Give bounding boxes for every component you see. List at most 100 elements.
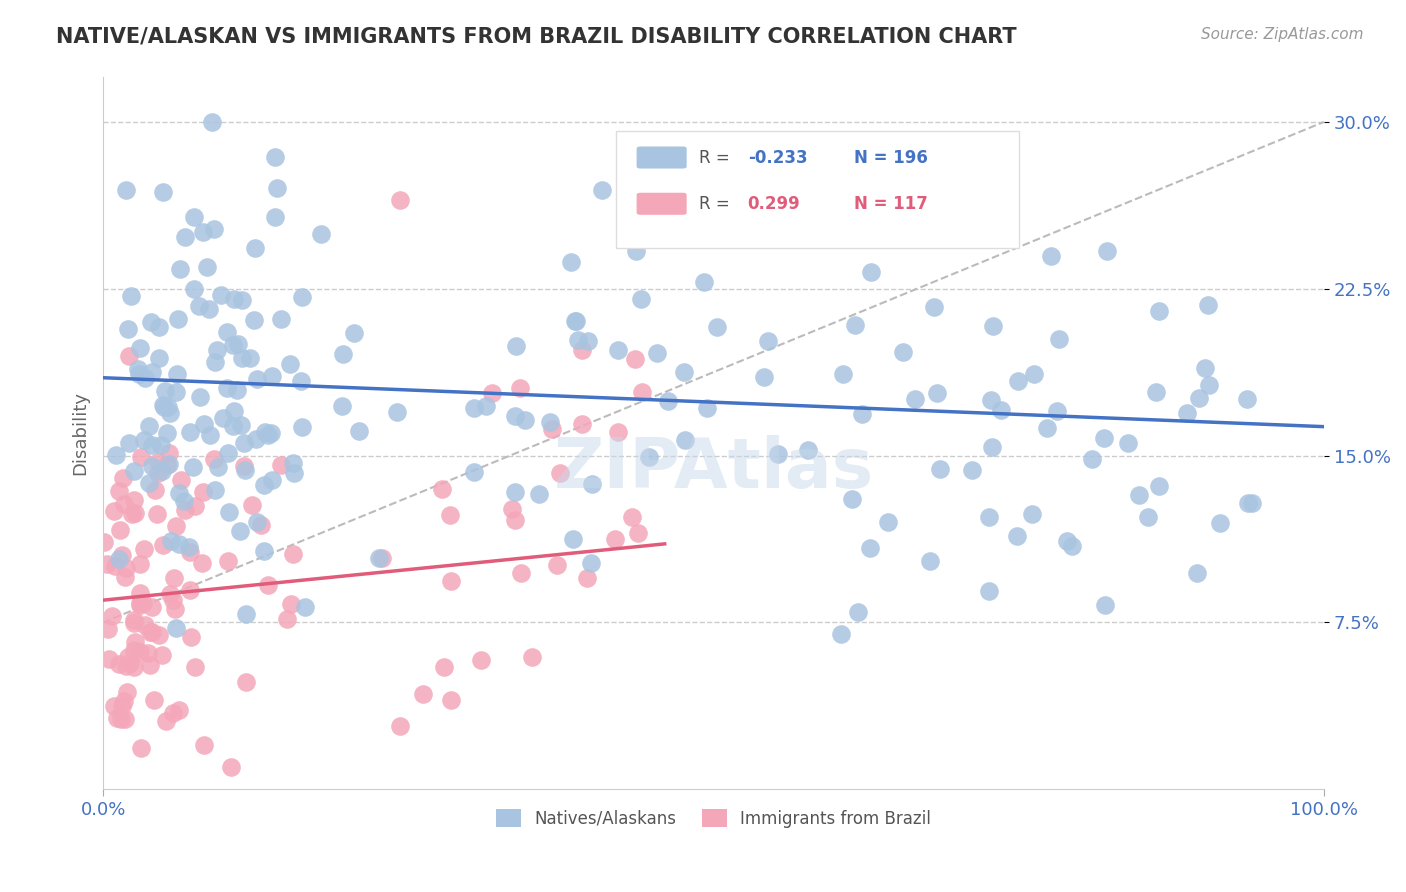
Point — [242, 313, 264, 327]
Point — [696, 401, 718, 415]
Text: R =: R = — [699, 195, 740, 213]
Point — [235, 607, 257, 621]
Point — [162, 706, 184, 720]
Point — [503, 485, 526, 500]
Point — [990, 403, 1012, 417]
Point — [1056, 533, 1078, 548]
Text: ZIPAtlas: ZIPAtlas — [554, 435, 873, 502]
Point — [148, 320, 170, 334]
Point — [605, 532, 627, 546]
Text: -0.233: -0.233 — [748, 149, 807, 167]
Point — [270, 458, 292, 472]
Point — [105, 711, 128, 725]
Point — [1022, 367, 1045, 381]
Point — [193, 225, 215, 239]
Point — [122, 464, 145, 478]
Point — [157, 446, 180, 460]
Point — [181, 460, 204, 475]
Point — [221, 418, 243, 433]
Point — [621, 510, 644, 524]
Point — [567, 333, 589, 347]
Point — [470, 653, 492, 667]
Point — [918, 554, 941, 568]
Point — [131, 596, 153, 610]
Point — [229, 524, 252, 539]
Point — [283, 466, 305, 480]
Point — [929, 462, 952, 476]
Point — [231, 293, 253, 308]
Point — [103, 698, 125, 713]
Point — [217, 553, 239, 567]
Point — [571, 417, 593, 432]
Point — [191, 484, 214, 499]
Point — [515, 412, 537, 426]
Point — [977, 509, 1000, 524]
Point — [146, 455, 169, 469]
Point — [124, 616, 146, 631]
Point — [117, 649, 139, 664]
Text: NATIVE/ALASKAN VS IMMIGRANTS FROM BRAZIL DISABILITY CORRELATION CHART: NATIVE/ALASKAN VS IMMIGRANTS FROM BRAZIL… — [56, 27, 1017, 46]
Point — [148, 628, 170, 642]
Point — [110, 712, 132, 726]
Point — [122, 493, 145, 508]
Point — [97, 622, 120, 636]
Point — [224, 293, 246, 307]
Point — [165, 519, 187, 533]
Point — [191, 556, 214, 570]
Point — [343, 326, 366, 341]
Point — [136, 646, 159, 660]
Point — [152, 538, 174, 552]
Point — [981, 319, 1004, 334]
Point — [218, 505, 240, 519]
Point — [752, 370, 775, 384]
Point — [202, 451, 225, 466]
Point — [311, 227, 333, 241]
Point — [155, 714, 177, 729]
Point — [276, 612, 298, 626]
Point — [96, 557, 118, 571]
Point — [1175, 406, 1198, 420]
Y-axis label: Disability: Disability — [72, 392, 89, 475]
Point — [706, 319, 728, 334]
Point — [281, 456, 304, 470]
Point — [115, 659, 138, 673]
Point — [844, 318, 866, 333]
Text: N = 117: N = 117 — [853, 195, 928, 213]
Point — [1209, 516, 1232, 531]
Point — [217, 381, 239, 395]
Point — [169, 473, 191, 487]
FancyBboxPatch shape — [637, 146, 686, 169]
Point — [239, 351, 262, 365]
Point — [124, 613, 146, 627]
Point — [134, 370, 156, 384]
Point — [165, 384, 187, 399]
Point — [124, 635, 146, 649]
Point — [221, 338, 243, 352]
Point — [152, 398, 174, 412]
Point — [509, 381, 531, 395]
Point — [693, 275, 716, 289]
Point — [219, 760, 242, 774]
Point — [159, 587, 181, 601]
Point — [291, 419, 314, 434]
Point — [138, 657, 160, 672]
Point — [1147, 303, 1170, 318]
Point — [101, 609, 124, 624]
Point — [627, 526, 650, 541]
Point — [980, 393, 1002, 408]
Point — [560, 255, 582, 269]
Point — [112, 497, 135, 511]
Point — [440, 574, 463, 589]
Point — [624, 244, 647, 258]
Point — [541, 422, 564, 436]
Point — [903, 392, 925, 407]
Point — [1187, 391, 1209, 405]
Point — [165, 621, 187, 635]
Point — [638, 450, 661, 465]
Point — [129, 341, 152, 355]
Point — [152, 186, 174, 200]
Point — [548, 466, 571, 480]
Point — [280, 597, 302, 611]
Point — [111, 548, 134, 562]
Point — [388, 193, 411, 207]
